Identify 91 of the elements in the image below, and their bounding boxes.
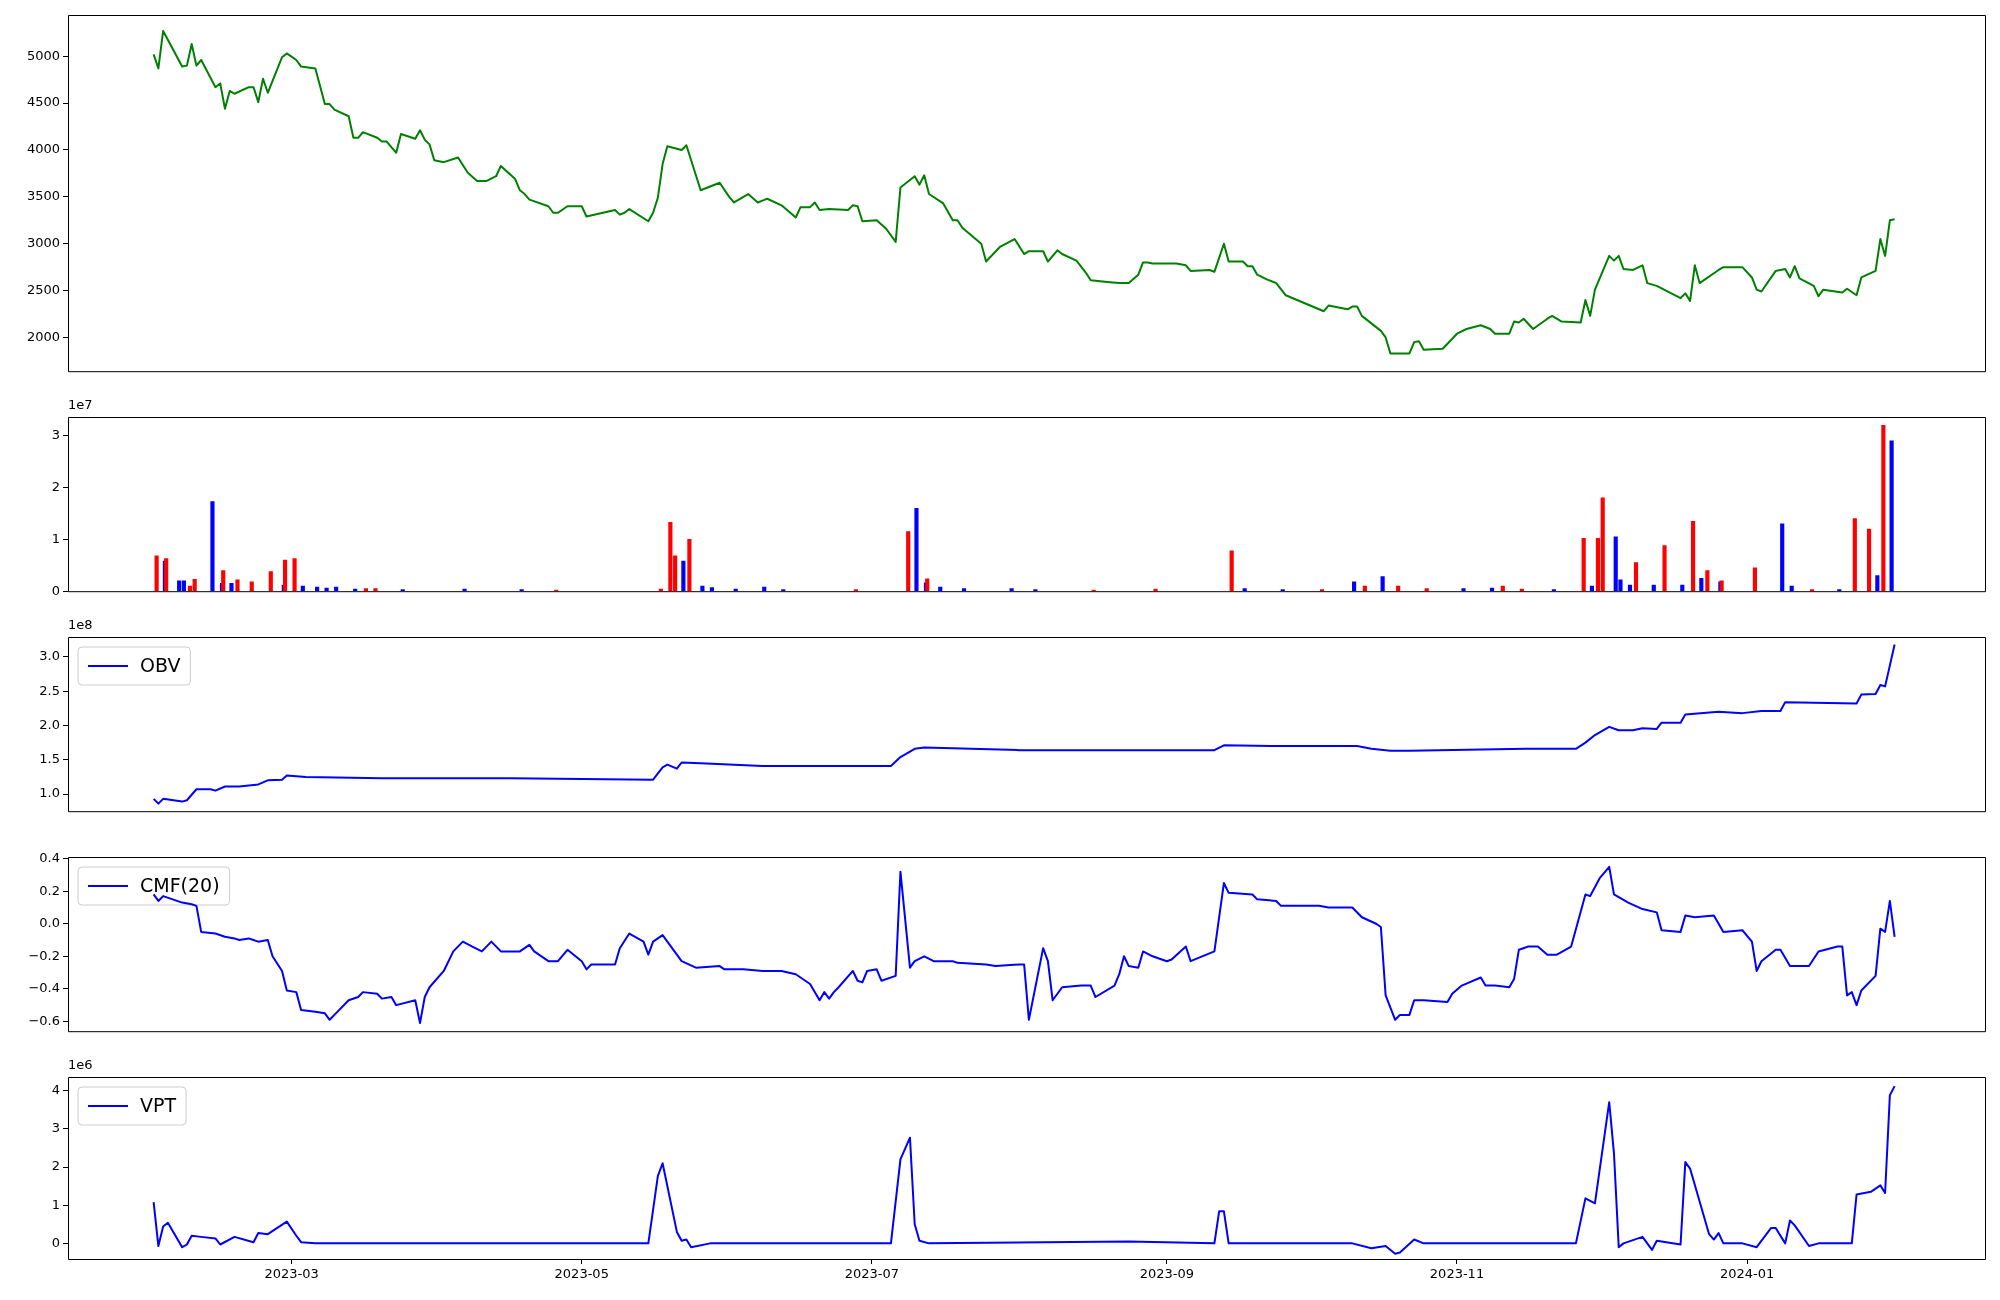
y-tick-label: 0 bbox=[51, 1234, 60, 1250]
bar bbox=[961, 588, 967, 592]
y-tick-label: 0.4 bbox=[39, 850, 60, 865]
bar bbox=[229, 583, 234, 592]
bar bbox=[373, 588, 378, 592]
bar bbox=[1752, 567, 1757, 592]
text: 1e7 bbox=[68, 396, 93, 412]
bar bbox=[687, 539, 692, 592]
y-tick-label: 4000 bbox=[26, 141, 60, 157]
bar bbox=[914, 507, 919, 592]
y-tick-label: −0.4 bbox=[28, 980, 60, 996]
bar bbox=[300, 585, 305, 592]
bar bbox=[700, 585, 705, 592]
bar bbox=[235, 579, 240, 592]
bar bbox=[1867, 528, 1872, 592]
bar bbox=[906, 531, 911, 592]
y-tick-label: 1 bbox=[51, 530, 60, 546]
bar bbox=[668, 521, 673, 592]
y-tick-label: 5000 bbox=[26, 47, 60, 63]
y-tick-label: −0.6 bbox=[28, 1012, 60, 1028]
bar bbox=[925, 578, 930, 592]
bar bbox=[1362, 585, 1367, 592]
bar bbox=[363, 588, 369, 592]
y-tick-label: 4500 bbox=[26, 94, 60, 110]
bar bbox=[1691, 520, 1696, 592]
y-tick-label: 2500 bbox=[26, 281, 60, 297]
text: 1e8 bbox=[68, 616, 93, 632]
bar bbox=[1875, 575, 1880, 592]
bar bbox=[462, 588, 467, 592]
bar bbox=[1153, 588, 1158, 592]
bar bbox=[1352, 581, 1357, 592]
x-tick-label: 2023-07 bbox=[844, 1266, 900, 1282]
y-tick-label: 2.0 bbox=[39, 716, 60, 732]
bar bbox=[1699, 577, 1704, 592]
y-tick-label: 0.2 bbox=[39, 882, 60, 898]
y-tick-label: 3 bbox=[51, 427, 60, 443]
bar bbox=[1780, 523, 1785, 592]
bar bbox=[249, 581, 254, 592]
bar bbox=[1461, 588, 1466, 592]
x-tick-label: 2023-05 bbox=[554, 1266, 609, 1282]
y-tick-label: 2.5 bbox=[39, 682, 60, 698]
bar bbox=[282, 559, 288, 592]
bar bbox=[1789, 585, 1794, 592]
bar bbox=[192, 578, 197, 592]
bar bbox=[1009, 588, 1014, 592]
bar bbox=[292, 558, 297, 592]
bar bbox=[1881, 424, 1886, 592]
bar bbox=[709, 587, 714, 592]
y-tick-label: 2000 bbox=[26, 328, 60, 344]
legend-label: OBV bbox=[140, 653, 181, 676]
legend-label: VPT bbox=[140, 1093, 177, 1116]
bar bbox=[221, 570, 226, 592]
y-tick-label: 1.0 bbox=[39, 785, 60, 801]
bar bbox=[1396, 585, 1401, 592]
bar bbox=[1852, 518, 1857, 592]
bar bbox=[1581, 537, 1586, 592]
bar bbox=[1705, 570, 1710, 592]
x-tick-label: 2023-11 bbox=[1429, 1266, 1485, 1282]
bar bbox=[1589, 585, 1595, 592]
bar bbox=[1889, 440, 1894, 592]
x-tick-label: 2023-03 bbox=[264, 1266, 319, 1282]
bar bbox=[1380, 576, 1385, 592]
y-tick-label: 0.0 bbox=[39, 915, 60, 931]
legend-label: CMF(20) bbox=[140, 873, 220, 896]
y-tick-label: 1 bbox=[51, 1196, 60, 1212]
bar bbox=[1500, 585, 1505, 592]
bar bbox=[1662, 545, 1667, 592]
bar bbox=[1633, 562, 1639, 592]
bar bbox=[1424, 588, 1429, 592]
bar bbox=[681, 560, 686, 592]
bar bbox=[1242, 588, 1247, 592]
y-tick-label: 1.5 bbox=[39, 751, 60, 767]
x-tick-label: 2023-09 bbox=[1139, 1266, 1194, 1282]
y-tick-label: 2 bbox=[51, 1158, 60, 1174]
y-tick-label: 3000 bbox=[26, 235, 60, 251]
y-tick-label: 3.0 bbox=[39, 648, 60, 664]
text: 1e6 bbox=[68, 1056, 93, 1072]
bar bbox=[1600, 497, 1605, 592]
y-tick-label: 2 bbox=[51, 478, 60, 494]
y-tick-label: 3 bbox=[51, 1120, 60, 1136]
y-tick-label: 0 bbox=[51, 582, 60, 598]
y-tick-label: −0.2 bbox=[28, 947, 60, 963]
bar bbox=[177, 580, 182, 592]
bar bbox=[1229, 550, 1234, 592]
bar bbox=[154, 555, 159, 592]
bar bbox=[210, 501, 215, 592]
y-tick-label: 4 bbox=[51, 1082, 60, 1098]
bar bbox=[268, 571, 273, 592]
y-tick-label: 3500 bbox=[26, 188, 60, 204]
x-tick-label: 2024-01 bbox=[1719, 1266, 1775, 1282]
bar bbox=[181, 580, 186, 592]
